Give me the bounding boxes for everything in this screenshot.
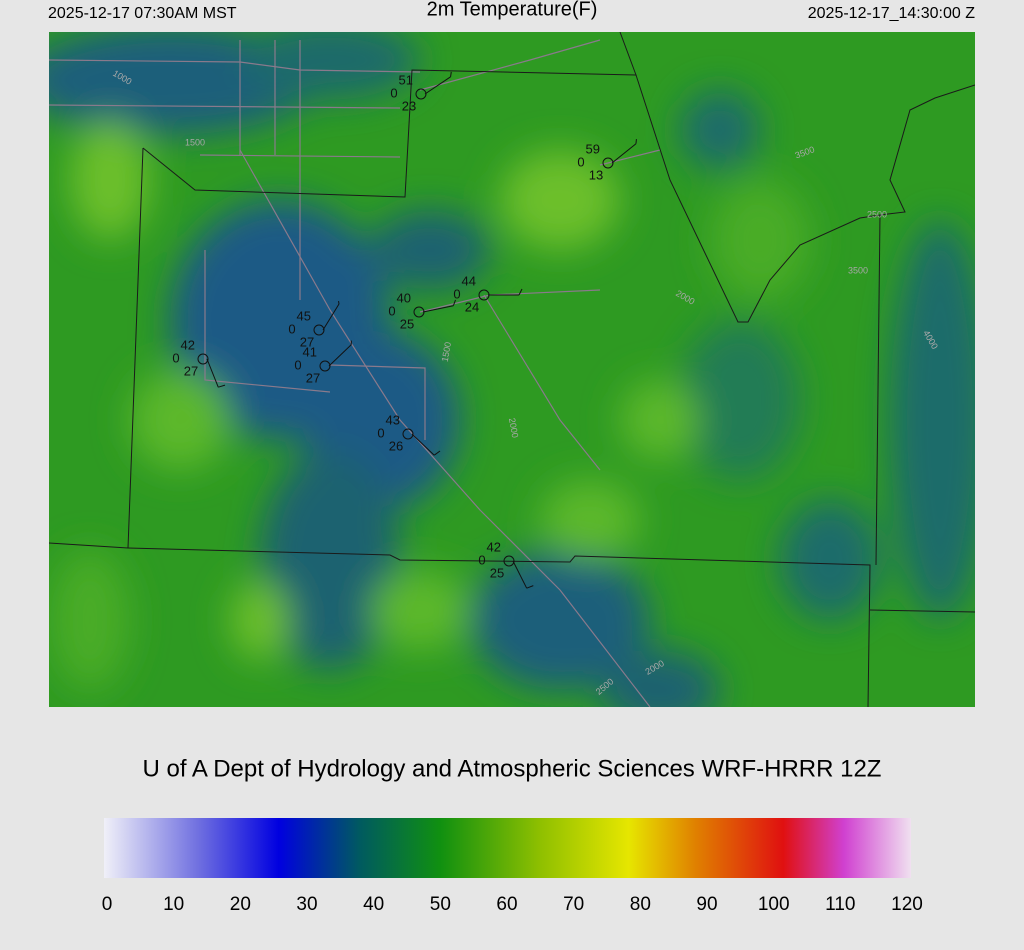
colorbar-tick-label: 100	[758, 894, 790, 915]
station-left-value: 0	[577, 154, 584, 169]
valid-time-utc: 2025-12-17_14:30:00 Z	[808, 5, 975, 22]
wind-barb	[328, 344, 352, 367]
wind-barb	[322, 303, 340, 331]
contour-label: 1500	[440, 341, 453, 362]
station-temperature: 43	[386, 412, 400, 427]
wind-barb	[206, 358, 219, 388]
station-left-value: 0	[377, 425, 384, 440]
station-temperature: 44	[462, 273, 476, 288]
station-bottom-value: 27	[184, 363, 198, 378]
wind-barb-flag	[526, 585, 534, 589]
station-circle	[602, 157, 614, 169]
colorbar-tick-label: 30	[296, 894, 317, 915]
footer-credit: U of A Dept of Hydrology and Atmospheric…	[143, 755, 882, 782]
station-bottom-value: 13	[589, 167, 603, 182]
station: 450 27	[288, 300, 340, 349]
station: 420 27	[172, 337, 226, 388]
station-bottom-value: 25	[490, 565, 504, 580]
contour-label: 3500	[848, 265, 868, 275]
colorbar-tick-label: 40	[363, 894, 384, 915]
roads	[49, 39, 661, 707]
colorbar-tick-label: 50	[430, 894, 451, 915]
station-left-value: 0	[390, 85, 397, 100]
wind-barb-flag	[433, 450, 441, 456]
station: 430 26	[377, 412, 441, 456]
station-circle	[197, 353, 209, 365]
station-circle	[503, 555, 515, 567]
colorbar-bar	[104, 818, 911, 878]
valid-time-local: 2025-12-17 07:30AM MST	[48, 5, 237, 22]
wind-barb	[611, 143, 637, 164]
station-left-value: 0	[288, 321, 295, 336]
wind-barb	[422, 305, 454, 313]
wind-barb-flag	[450, 71, 452, 77]
station-temperature: 45	[297, 308, 311, 323]
station-bottom-value: 24	[465, 299, 479, 314]
station-bottom-value: 26	[389, 438, 403, 453]
station-temperature: 40	[397, 290, 411, 305]
colorbar-tick-label: 0	[102, 894, 113, 915]
colorbar-tick-label: 110	[825, 894, 855, 915]
station-circle	[415, 88, 427, 100]
station-left-value: 0	[388, 303, 395, 318]
colorbar-tick-label: 80	[630, 894, 651, 915]
wind-barb	[411, 433, 435, 456]
station-temperature: 42	[487, 539, 501, 554]
wind-barb-flag	[518, 288, 523, 296]
map	[49, 32, 975, 707]
station-temperature: 42	[181, 337, 195, 352]
colorbar-tick-label: 70	[563, 894, 584, 915]
station-plots: 5102359013440244002545027410274202743026…	[172, 71, 637, 589]
station: 400 25	[388, 290, 456, 331]
station-temperature: 59	[586, 141, 600, 156]
temperature-field	[49, 32, 975, 707]
wind-barb	[512, 560, 528, 589]
station: 590 13	[577, 139, 637, 182]
wind-barb-flag	[452, 299, 456, 306]
contour-label: 2000	[507, 417, 520, 438]
station: 420 25	[478, 539, 534, 589]
station-left-value: 0	[172, 350, 179, 365]
station-left-value: 0	[478, 552, 485, 567]
station-circle	[319, 360, 331, 372]
map-title: 2m Temperature(F)	[427, 0, 598, 20]
station-temperature: 51	[399, 72, 413, 87]
contour-label: 1500	[185, 137, 205, 147]
station-bottom-value: 27	[306, 370, 320, 385]
station-bottom-value: 27	[300, 334, 314, 349]
station: 510 23	[390, 71, 452, 113]
colorbar: 0 10 20 30 40 50 60 70 80 90 100 110 120	[102, 818, 923, 915]
contour-label: 2500	[867, 209, 887, 219]
station-bottom-value: 23	[402, 98, 416, 113]
station-circle	[313, 324, 325, 336]
station-circle	[402, 428, 414, 440]
station-left-value: 0	[453, 286, 460, 301]
station-left-value: 0	[294, 357, 301, 372]
colorbar-tick-label: 20	[230, 894, 251, 915]
colorbar-tick-label: 10	[163, 894, 184, 915]
station: 410 27	[294, 340, 352, 385]
wind-barb-flag	[218, 384, 226, 388]
colorbar-tick-label: 90	[696, 894, 717, 915]
station: 440 24	[453, 273, 523, 314]
station-temperature: 41	[303, 344, 317, 359]
wind-barb	[424, 76, 451, 95]
colorbar-tick-label: 60	[496, 894, 517, 915]
boundaries	[49, 32, 975, 707]
colorbar-tick-label: 120	[891, 894, 923, 915]
station-bottom-value: 25	[400, 316, 414, 331]
